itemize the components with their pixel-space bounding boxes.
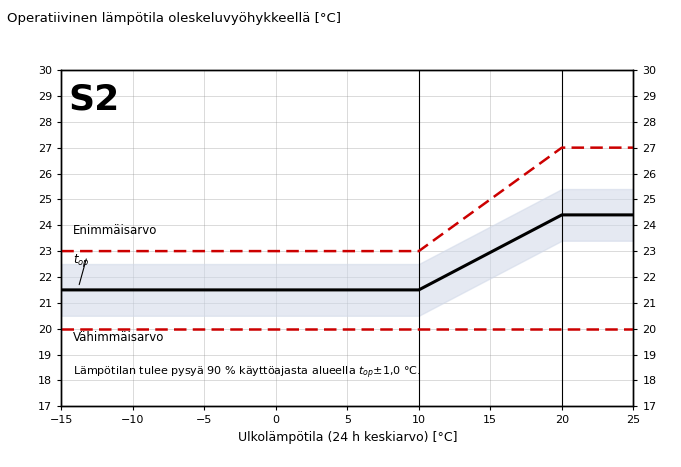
Text: Enimmäisarvo: Enimmäisarvo: [73, 224, 157, 237]
Text: S2: S2: [69, 83, 120, 117]
Text: Operatiivinen lämpötila oleskeluvyöhykkeellä [°C]: Operatiivinen lämpötila oleskeluvyöhykke…: [7, 12, 340, 25]
X-axis label: Ulkolämpötila (24 h keskiarvo) [°C]: Ulkolämpötila (24 h keskiarvo) [°C]: [238, 431, 457, 444]
Text: $t_{op}$: $t_{op}$: [73, 252, 89, 269]
Text: Vähimmäisarvo: Vähimmäisarvo: [73, 331, 164, 344]
Text: Lämpötilan tulee pysyä 90 % käyttöajasta alueella $t_{op}$±1,0 °C.: Lämpötilan tulee pysyä 90 % käyttöajasta…: [73, 365, 421, 382]
